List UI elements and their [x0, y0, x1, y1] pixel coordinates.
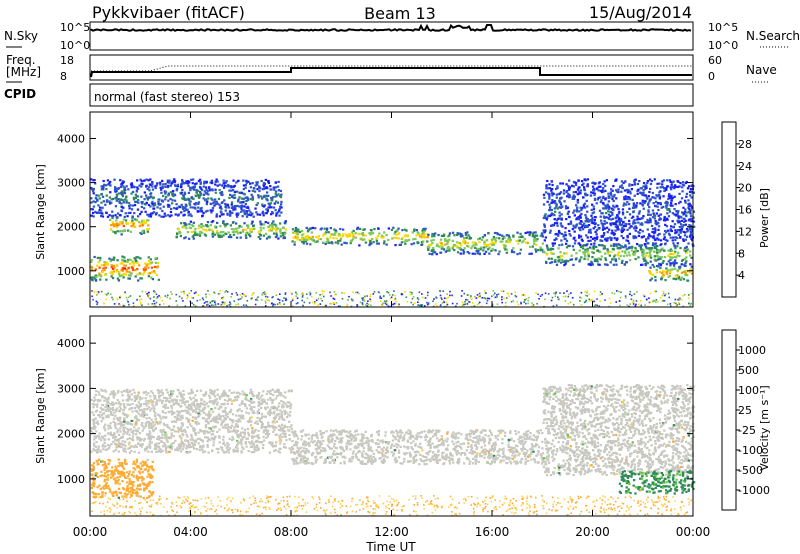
- beam-title: Beam 13: [364, 4, 436, 23]
- velocity-colorbar: -1000 -500 -100 -25 25 100 500 1000: [721, 329, 770, 511]
- noise-tick-top-right: 10^5: [708, 21, 738, 34]
- power-colorbar-label: 12: [738, 225, 752, 238]
- power-ytick-label: 1000: [57, 265, 85, 278]
- power-colorbar-frame: [721, 121, 737, 298]
- power-backscatter: [90, 178, 696, 308]
- noise-tick-bottom-right: 10^0: [708, 39, 738, 52]
- velocity-colorbar-label: -1000: [738, 484, 770, 497]
- cpid-panel: CPID normal (fast stereo) 153: [4, 83, 694, 107]
- power-y-axis: 1000 2000 3000 4000: [57, 132, 693, 278]
- freq-panel: Freq. [MHz] 18 8 60 0 Nave: [6, 53, 777, 83]
- time-tick-label: 08:00: [274, 525, 309, 539]
- freq-unit-label: [MHz]: [6, 65, 41, 79]
- power-colorbar: 4 8 12 16 20 24 28: [721, 121, 752, 298]
- power-band: [648, 264, 694, 282]
- velocity-colorbar-label: 100: [738, 384, 759, 397]
- cpid-text: normal (fast stereo) 153: [94, 90, 240, 104]
- time-x-axis: 00:00 04:00 08:00 12:00 16:00 20:00 00:00: [73, 112, 711, 539]
- cpid-label: CPID: [4, 87, 36, 101]
- power-band: [175, 220, 287, 240]
- nsearch-label: N.Search: [746, 29, 800, 43]
- power-band: [542, 178, 696, 243]
- nsky-label: N.Sky: [4, 29, 38, 43]
- velocity-colorbar-label: -25: [738, 424, 756, 437]
- power-colorbar-label: 16: [738, 204, 752, 217]
- date-title: 15/Aug/2014: [589, 3, 692, 22]
- time-tick-label: 00:00: [73, 525, 108, 539]
- power-ylabel: Slant Range [km]: [34, 164, 47, 260]
- power-near-range-echoes: [91, 290, 693, 308]
- power-colorbar-label: 8: [738, 247, 745, 260]
- power-band: [426, 231, 545, 256]
- velocity-colorbar-label: 1000: [738, 344, 766, 357]
- time-tick-label: 04:00: [173, 525, 208, 539]
- time-tick-label: 16:00: [475, 525, 510, 539]
- velocity-backscatter: [90, 383, 696, 517]
- power-colorbar-label: 4: [738, 269, 745, 282]
- time-xlabel: Time UT: [365, 540, 416, 554]
- nave-tick-top: 60: [708, 54, 722, 67]
- velocity-band: [542, 383, 696, 477]
- nave-label: Nave: [746, 63, 777, 77]
- velocity-colorbar-label: 25: [738, 404, 752, 417]
- power-band: [90, 255, 160, 282]
- power-ytick-label: 3000: [57, 177, 85, 190]
- velocity-colorbar-frame: [721, 329, 737, 511]
- power-ytick-label: 2000: [57, 221, 85, 234]
- power-band: [291, 226, 429, 247]
- power-colorbar-label: 28: [738, 138, 752, 151]
- power-band: [109, 215, 150, 236]
- freq-trace: [90, 67, 692, 78]
- noise-tick-top-left: 10^5: [60, 21, 90, 34]
- nave-tick-bottom: 0: [708, 70, 715, 83]
- time-tick-label: 20:00: [575, 525, 610, 539]
- noise-trace: [90, 23, 692, 32]
- power-panel: 1000 2000 3000 4000 Slant Range [km]: [34, 111, 696, 308]
- freq-label: Freq.: [6, 53, 36, 67]
- freq-tick-top: 18: [60, 54, 74, 67]
- velocity-colorbar-label: -100: [738, 444, 763, 457]
- power-band: [542, 242, 695, 267]
- freq-tick-bottom: 8: [60, 70, 67, 83]
- velocity-ytick-label: 4000: [57, 337, 85, 350]
- power-colorbar-label: 20: [738, 182, 752, 195]
- time-tick-label: 12:00: [374, 525, 409, 539]
- velocity-colorbar-label: 500: [738, 364, 759, 377]
- time-tick-label: 00:00: [676, 525, 711, 539]
- velocity-colorbar-title: Velocity [m s⁻¹]: [758, 385, 771, 470]
- noise-tick-bottom-left: 10^0: [60, 39, 90, 52]
- power-band: [90, 178, 283, 218]
- noise-panel: N.Sky 10^5 10^0 10^5 10^0 N.Search: [4, 21, 800, 52]
- velocity-y-axis: 1000 2000 3000 4000: [57, 337, 693, 486]
- power-colorbar-title: Power [dB]: [758, 188, 771, 248]
- velocity-band: [90, 458, 155, 500]
- power-ytick-label: 4000: [57, 132, 85, 145]
- velocity-ylabel: Slant Range [km]: [34, 368, 47, 464]
- velocity-colorbar-label: -500: [738, 464, 763, 477]
- velocity-ytick-label: 3000: [57, 382, 85, 395]
- velocity-band: [618, 470, 696, 495]
- station-title: Pykkvibaer (fitACF): [92, 3, 245, 22]
- velocity-ytick-label: 1000: [57, 473, 85, 486]
- power-colorbar-label: 24: [738, 160, 752, 173]
- velocity-band: [90, 388, 294, 454]
- velocity-ytick-label: 2000: [57, 428, 85, 441]
